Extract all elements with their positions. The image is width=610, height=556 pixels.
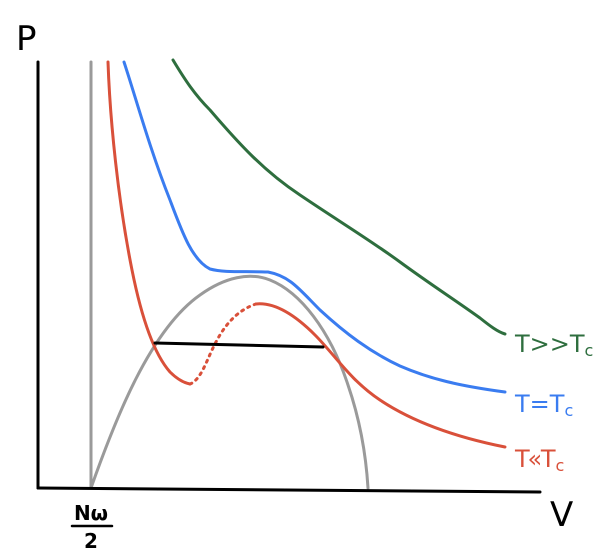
isotherm-low-gas-branch <box>254 302 507 449</box>
asymptote-label-numerator: Nω <box>74 501 108 525</box>
label-critical-temperature: T=Tc <box>514 390 573 420</box>
asymptote-label-denominator: 2 <box>84 529 98 553</box>
pressure-axis-label: P <box>16 19 37 59</box>
isotherm-low-unstable-segment <box>188 302 258 386</box>
isotherm-high <box>171 58 507 336</box>
isotherm-critical <box>122 60 507 394</box>
label-high-temperature: T>>Tc <box>514 330 593 360</box>
coexistence-dome <box>89 274 370 490</box>
volume-axis <box>36 486 542 494</box>
label-low-temperature: T«Tc <box>514 445 564 475</box>
isotherm-low-liquid-branch <box>106 60 192 386</box>
volume-axis-label: V <box>550 495 573 535</box>
coexistence-tie-line <box>153 341 325 349</box>
